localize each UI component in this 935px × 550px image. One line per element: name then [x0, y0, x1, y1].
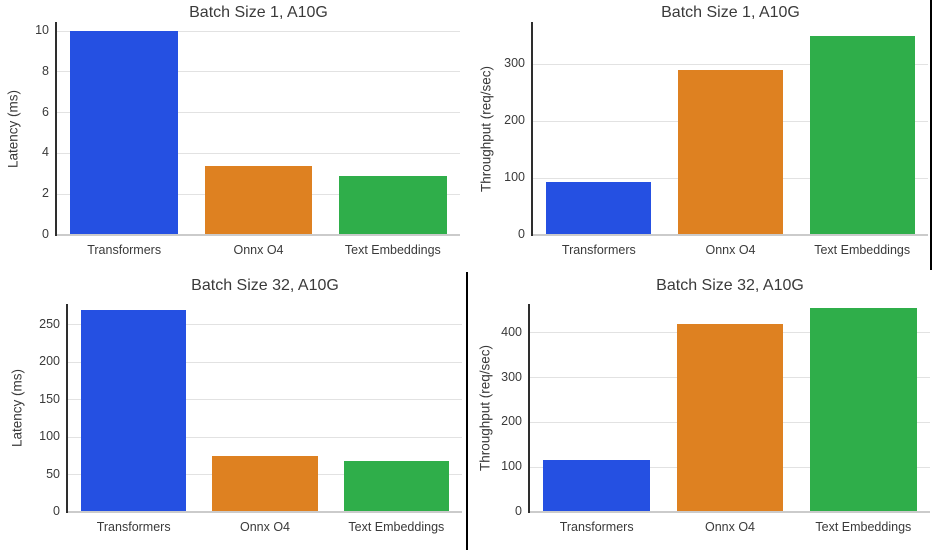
y-tick-label: 0	[42, 227, 49, 241]
category-label: Text Embeddings	[814, 243, 911, 257]
category-label: Transformers	[561, 243, 636, 257]
y-tick-label: 250	[39, 316, 60, 331]
bar-onnx-o4	[677, 69, 784, 235]
y-tick-label: 100	[39, 429, 60, 444]
bar-transformers	[70, 31, 178, 235]
gridline	[68, 436, 462, 438]
y-tick-label: 10	[35, 23, 49, 38]
crop-border-line-right	[930, 0, 932, 270]
y-axis-line	[55, 22, 57, 236]
category-label: Transformers	[96, 520, 171, 534]
y-axis-line	[528, 304, 530, 513]
y-tick-label: 50	[46, 466, 60, 481]
y-axis-line	[66, 304, 68, 513]
chart-title: Batch Size 1, A10G	[661, 4, 800, 21]
y-tick-label: 100	[504, 170, 525, 185]
bar-text-embeddings	[809, 35, 915, 235]
bar-onnx-o4	[676, 323, 784, 512]
gridline	[68, 324, 462, 326]
bar-transformers	[81, 309, 187, 512]
category-label: Onnx O4	[704, 520, 756, 534]
y-tick-label: 4	[42, 145, 49, 160]
y-axis-line	[531, 22, 533, 236]
bar-text-embeddings	[343, 461, 449, 512]
y-tick-label: 300	[501, 369, 522, 384]
category-label: Transformers	[87, 243, 162, 257]
y-tick-label: 300	[504, 56, 525, 71]
y-tick-label: 0	[53, 504, 60, 518]
bar-text-embeddings	[810, 308, 917, 512]
category-label: Text Embeddings	[344, 243, 441, 257]
gridline	[57, 152, 460, 154]
x-axis-line	[56, 234, 460, 236]
category-label: Text Embeddings	[348, 520, 445, 534]
chart-title: Batch Size 32, A10G	[191, 277, 339, 294]
y-tick-label: 200	[501, 414, 522, 429]
y-tick-label: 400	[501, 324, 522, 339]
category-label: Onnx O4	[705, 243, 756, 257]
y-tick-label: 8	[42, 63, 49, 78]
x-axis-line	[529, 511, 930, 513]
category-label: Text Embeddings	[815, 520, 912, 534]
y-tick-label: 0	[518, 227, 525, 241]
category-label: Onnx O4	[233, 243, 284, 257]
gridline	[57, 71, 460, 73]
y-tick-label: 200	[504, 113, 525, 128]
category-label: Onnx O4	[239, 520, 291, 534]
bar-text-embeddings	[339, 175, 447, 235]
bar-onnx-o4	[212, 455, 318, 512]
category-label: Transformers	[559, 520, 634, 534]
y-tick-label: 0	[515, 504, 522, 518]
gridline	[533, 63, 928, 65]
chart-title: Batch Size 1, A10G	[189, 4, 328, 21]
x-axis-line	[67, 511, 462, 513]
y-tick-label: 2	[42, 186, 49, 201]
gridline	[68, 361, 462, 363]
y-tick-label: 200	[39, 354, 60, 369]
y-tick-label: 6	[42, 104, 49, 119]
bar-onnx-o4	[204, 165, 313, 235]
bar-transformers	[546, 182, 652, 235]
y-axis-label: Throughput (req/sec)	[477, 344, 493, 472]
gridline	[57, 30, 460, 32]
y-tick-label: 150	[39, 391, 60, 406]
y-tick-label: 100	[501, 459, 522, 474]
bar-transformers	[543, 460, 650, 512]
crop-border-line-center	[466, 272, 468, 550]
gridline	[57, 112, 460, 114]
gridline	[68, 399, 462, 401]
chart-title: Batch Size 32, A10G	[656, 277, 804, 294]
x-axis-line	[532, 234, 928, 236]
